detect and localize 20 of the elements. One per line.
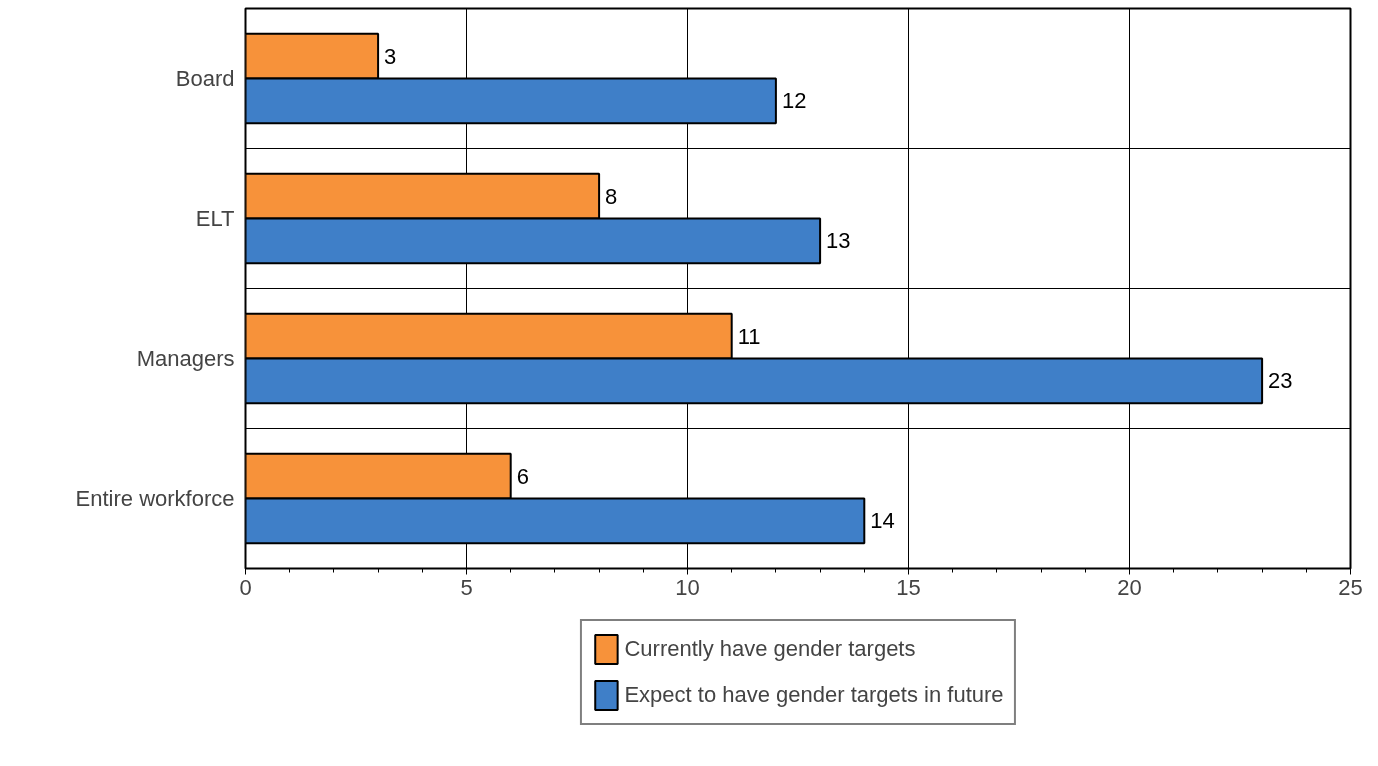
- data-label: 12: [781, 88, 807, 114]
- data-label: 6: [516, 463, 529, 489]
- x-tick-label: 10: [675, 574, 700, 600]
- y-tick-label: ELT: [195, 206, 235, 231]
- x-tick-label: 20: [1117, 574, 1142, 600]
- data-label: 11: [737, 323, 761, 349]
- data-label: 23: [1268, 368, 1293, 394]
- data-label: 3: [384, 43, 397, 69]
- x-tick-label: 25: [1338, 574, 1363, 600]
- y-tick-label: Managers: [136, 346, 235, 371]
- data-label: 8: [605, 183, 618, 209]
- y-tick-label: Board: [175, 66, 235, 91]
- legend-label: Currently have gender targets: [624, 636, 916, 662]
- data-label: 13: [826, 228, 851, 254]
- y-tick-label: Entire workforce: [75, 486, 235, 511]
- data-label: 14: [870, 508, 895, 534]
- x-tick-label: 15: [896, 574, 921, 600]
- x-tick-label: 5: [460, 574, 473, 600]
- x-tick-label: 0: [239, 574, 252, 600]
- legend-label: Expect to have gender targets in future: [624, 682, 1004, 708]
